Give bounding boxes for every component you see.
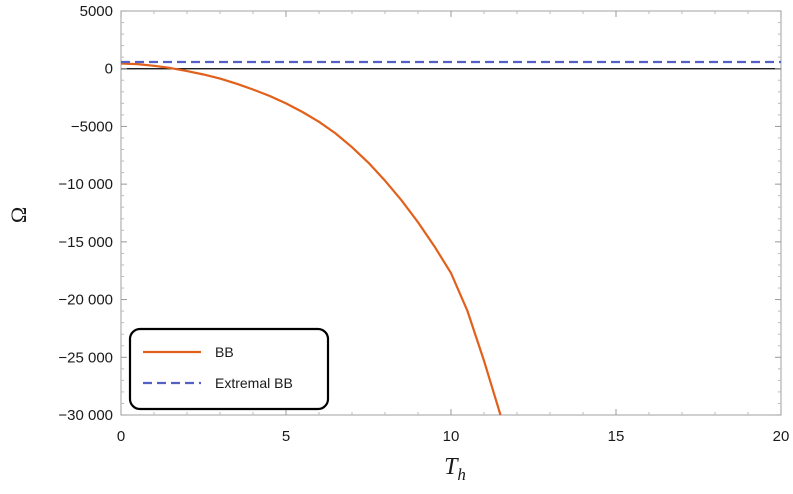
x-tick-label: 5 <box>282 428 290 445</box>
legend: BB Extremal BB <box>128 327 330 411</box>
y-tick-label: −20 000 <box>58 292 113 309</box>
x-tick-label: 20 <box>773 428 790 445</box>
legend-label-bb: BB <box>215 344 234 360</box>
legend-box <box>128 327 330 411</box>
y-axis-title: Ω <box>6 207 31 223</box>
y-tick-label: −25 000 <box>58 349 113 366</box>
x-tick-label: 15 <box>608 428 625 445</box>
y-tick-label: −30 000 <box>58 407 113 424</box>
legend-label-extremal-bb: Extremal BB <box>215 375 293 391</box>
x-axis-title: Th <box>444 454 466 484</box>
y-tick-label: −5000 <box>71 118 113 135</box>
x-tick-label: 10 <box>443 428 460 445</box>
x-tick-label: 0 <box>117 428 125 445</box>
x-axis-title-subscript: h <box>457 465 466 484</box>
y-tick-label: −15 000 <box>58 234 113 251</box>
series-lines <box>120 60 781 416</box>
y-tick-label: 5000 <box>80 3 113 20</box>
x-axis-title-main: T <box>444 454 459 480</box>
axis-tick-labels: 0 5 10 15 20 5000 0 −5000 −10 000 −15 000 −20 000 −… <box>58 3 789 445</box>
y-tick-label: −10 000 <box>58 176 113 193</box>
series-line-bb <box>120 62 502 416</box>
y-tick-label: 0 <box>105 61 113 78</box>
